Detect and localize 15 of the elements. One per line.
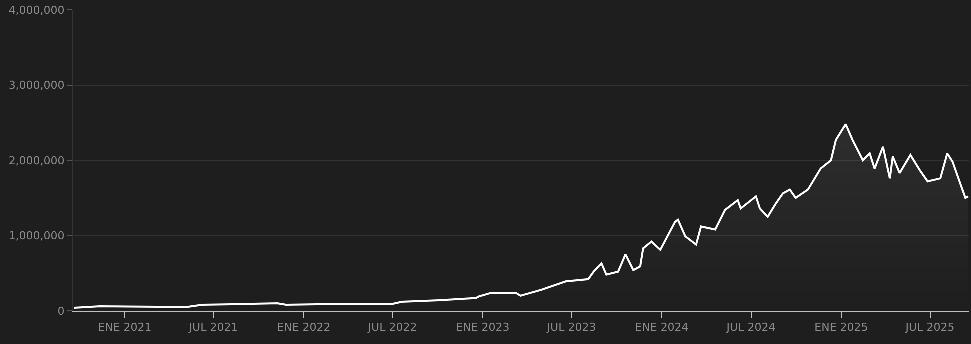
y-tick-label: 1,000,000 [8, 230, 65, 243]
x-tick-label: ENE 2022 [277, 321, 331, 334]
x-tick-label: ENE 2023 [456, 321, 510, 334]
x-tick-label: JUL 2023 [546, 321, 596, 334]
x-tick-label: JUL 2022 [367, 321, 418, 334]
x-tick-label: ENE 2024 [635, 321, 689, 334]
x-tick-label: JUL 2024 [726, 321, 776, 334]
x-tick-label: ENE 2025 [814, 321, 868, 334]
y-tick-label: 0 [58, 304, 65, 318]
x-tick-label: JUL 2021 [188, 321, 238, 334]
y-tick-label: 3,000,000 [8, 79, 65, 92]
x-tick-label: JUL 2025 [904, 321, 955, 334]
x-tick-label: ENE 2021 [98, 321, 152, 334]
y-tick-label: 4,000,000 [8, 4, 65, 17]
y-tick-label: 2,000,000 [8, 154, 65, 168]
